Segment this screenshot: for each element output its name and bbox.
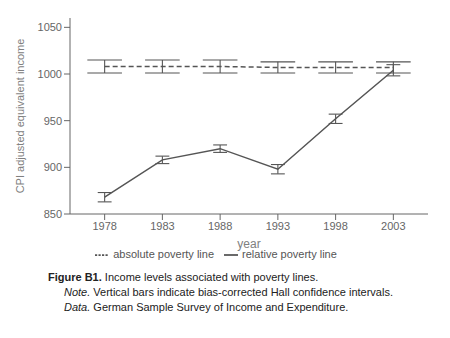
html-text:Note. Vertical bars indicate b: Note. Vertical bars indicate bias-correc…: [64, 286, 393, 298]
svg-text:850: 850: [44, 208, 62, 220]
svg-text:900: 900: [44, 161, 62, 173]
svg-text:1983: 1983: [150, 220, 174, 232]
svg-text:2003: 2003: [381, 220, 405, 232]
svg-text:1988: 1988: [208, 220, 232, 232]
html-text:Data. German Sample Survey of: Data. German Sample Survey of Income and…: [64, 301, 349, 313]
svg-text:1050: 1050: [38, 21, 62, 33]
svg-text:1978: 1978: [92, 220, 116, 232]
svg-text:950: 950: [44, 115, 62, 127]
svg-text:1993: 1993: [266, 220, 290, 232]
html-text:relative poverty line: relative poverty line: [242, 248, 337, 260]
html-text:Figure B1. Income levels assoc: Figure B1. Income levels associated with…: [48, 271, 319, 283]
svg-text:year: year: [237, 237, 260, 251]
html-text:absolute poverty line: absolute poverty line: [113, 248, 215, 260]
svg-text:CPI adjusted equivalent income: CPI adjusted equivalent income: [14, 39, 26, 194]
svg-text:1998: 1998: [323, 220, 347, 232]
svg-text:1000: 1000: [38, 68, 62, 80]
